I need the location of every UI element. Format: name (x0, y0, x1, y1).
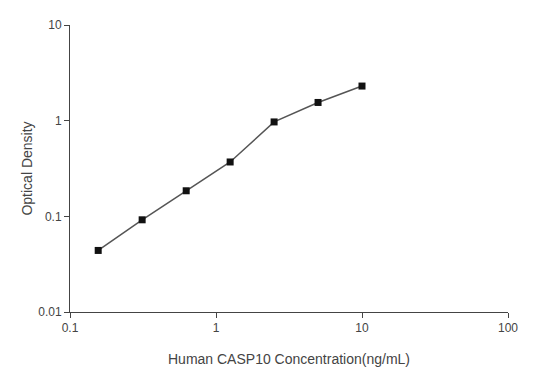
svg-text:Optical Density: Optical Density (19, 121, 35, 215)
svg-text:0.01: 0.01 (38, 305, 62, 319)
svg-text:10: 10 (48, 18, 62, 32)
svg-text:1: 1 (213, 321, 220, 335)
svg-text:1: 1 (55, 114, 62, 128)
svg-text:100: 100 (498, 321, 518, 335)
svg-text:10: 10 (355, 321, 369, 335)
svg-text:Human CASP10 Concentration(ng/: Human CASP10 Concentration(ng/mL) (168, 351, 410, 367)
svg-text:0.1: 0.1 (45, 210, 62, 224)
svg-text:0.1: 0.1 (62, 321, 79, 335)
